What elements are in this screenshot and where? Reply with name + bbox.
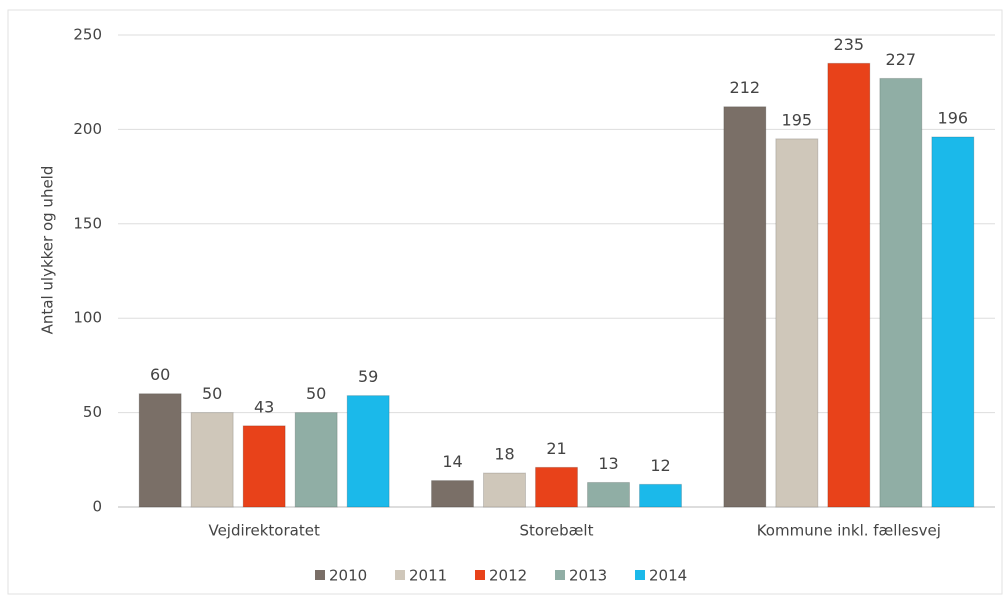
bar bbox=[879, 77, 923, 508]
bar bbox=[483, 472, 526, 508]
legend-swatch bbox=[315, 570, 325, 580]
bar bbox=[639, 483, 682, 508]
value-label: 14 bbox=[442, 452, 462, 471]
x-tick-label: Storebælt bbox=[520, 522, 594, 540]
value-label: 12 bbox=[650, 456, 670, 475]
y-tick-label: 200 bbox=[73, 120, 102, 138]
bar bbox=[587, 481, 630, 508]
bar bbox=[775, 138, 819, 508]
value-label: 212 bbox=[730, 78, 761, 97]
bar bbox=[346, 395, 390, 508]
y-axis-label: Antal ulykker og uheld bbox=[39, 166, 57, 335]
legend-swatch bbox=[475, 570, 485, 580]
bar bbox=[431, 480, 474, 508]
value-label: 60 bbox=[150, 365, 170, 384]
value-label: 227 bbox=[886, 50, 917, 69]
bar bbox=[535, 466, 578, 508]
bar bbox=[138, 393, 182, 508]
value-label: 195 bbox=[782, 110, 813, 129]
value-label: 50 bbox=[306, 384, 326, 403]
legend-label: 2013 bbox=[569, 567, 607, 585]
legend-label: 2012 bbox=[489, 567, 527, 585]
value-label: 13 bbox=[598, 454, 618, 473]
y-tick-label: 100 bbox=[73, 309, 102, 327]
y-tick-label: 250 bbox=[73, 26, 102, 44]
bar bbox=[723, 106, 767, 508]
value-label: 235 bbox=[834, 35, 865, 54]
bar bbox=[190, 412, 234, 508]
value-label: 18 bbox=[494, 445, 514, 464]
bar bbox=[931, 136, 975, 508]
legend-swatch bbox=[555, 570, 565, 580]
legend-label: 2011 bbox=[409, 567, 447, 585]
bar bbox=[827, 62, 871, 508]
value-label: 50 bbox=[202, 384, 222, 403]
bar bbox=[294, 412, 338, 508]
value-label: 196 bbox=[938, 108, 969, 127]
y-tick-label: 0 bbox=[92, 498, 102, 516]
y-tick-label: 150 bbox=[73, 214, 102, 232]
legend-label: 2010 bbox=[329, 567, 367, 585]
legend-swatch bbox=[395, 570, 405, 580]
legend-label: 2014 bbox=[649, 567, 687, 585]
legend-swatch bbox=[635, 570, 645, 580]
value-label: 21 bbox=[546, 439, 566, 458]
x-tick-label: Vejdirektoratet bbox=[208, 522, 319, 540]
bar bbox=[242, 425, 286, 508]
value-label: 43 bbox=[254, 397, 274, 416]
y-tick-label: 50 bbox=[83, 403, 102, 421]
x-tick-label: Kommune inkl. fællesvej bbox=[757, 522, 941, 540]
value-label: 59 bbox=[358, 367, 378, 386]
